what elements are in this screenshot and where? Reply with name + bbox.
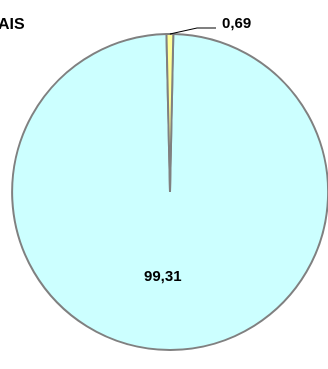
chart-title: AIS: [0, 16, 25, 33]
pie-labels: 99,31 0,69: [144, 15, 251, 285]
data-label-small: 0,69: [222, 15, 251, 32]
data-label-large: 99,31: [144, 268, 182, 285]
pie-slice-small: [165, 32, 175, 193]
leader-line-small: [169, 27, 216, 35]
pie-slices: [11, 32, 328, 351]
